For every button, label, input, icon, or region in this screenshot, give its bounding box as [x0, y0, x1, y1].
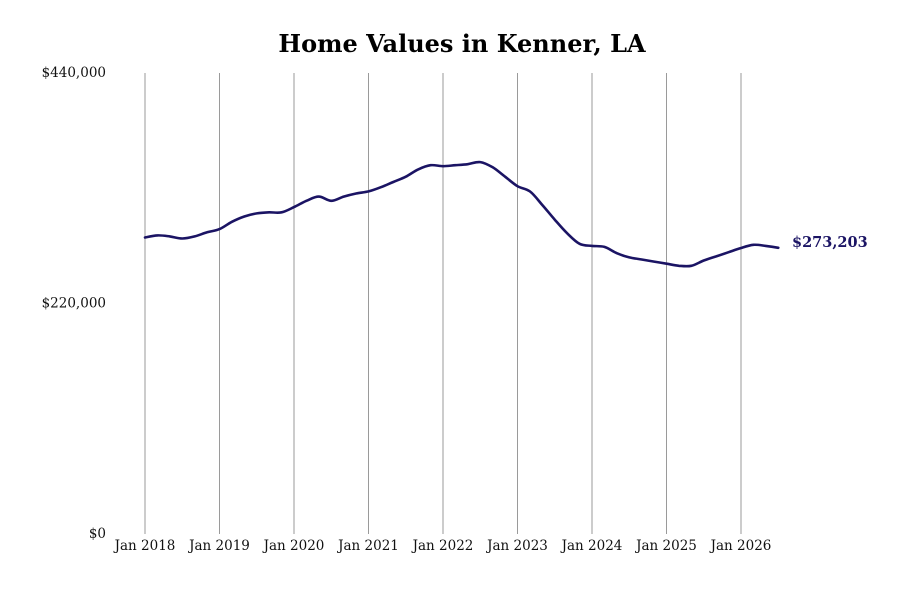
x-axis-tick-labels: Jan 2018 Jan 2019 Jan 2020 Jan 2021 Jan 2022…: [113, 538, 772, 554]
x-tick-label: Jan 2018: [113, 538, 176, 554]
x-tick-label: Jan 2019: [187, 538, 250, 554]
x-tick-label: Jan 2022: [411, 538, 474, 554]
x-tick-label: Jan 2020: [262, 538, 325, 554]
y-tick-label: $0: [89, 526, 106, 542]
vertical-gridlines: [144, 73, 742, 534]
y-axis-tick-labels: $0 $220,000 $440,000: [42, 65, 106, 542]
chart-title: Home Values in Kenner, LA: [278, 29, 646, 58]
x-tick-label: Jan 2021: [336, 538, 399, 554]
x-tick-label: Jan 2024: [560, 538, 623, 554]
y-tick-label: $220,000: [42, 296, 106, 312]
home-value-line: [143, 160, 780, 268]
x-tick-label: Jan 2025: [634, 538, 697, 554]
y-tick-label: $440,000: [42, 65, 106, 81]
x-tick-label: Jan 2023: [485, 538, 548, 554]
latest-value-label: $273,203: [792, 234, 868, 251]
x-tick-label: Jan 2026: [709, 538, 772, 554]
